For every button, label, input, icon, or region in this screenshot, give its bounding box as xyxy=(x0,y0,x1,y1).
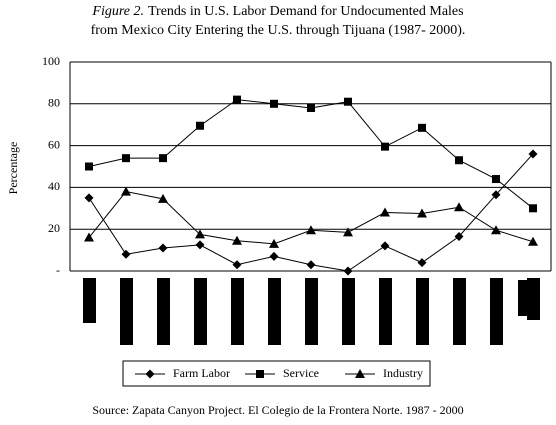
point xyxy=(343,227,353,237)
point xyxy=(528,236,538,246)
point xyxy=(232,235,242,245)
x-label-block xyxy=(120,278,133,345)
series-line xyxy=(88,153,534,272)
y-tick-label: 20 xyxy=(48,221,60,235)
point xyxy=(418,123,426,132)
point xyxy=(122,154,130,163)
point xyxy=(158,193,168,203)
y-tick-label: 60 xyxy=(48,137,60,151)
legend-label: Service xyxy=(283,366,319,380)
title-line: Trends in U.S. Labor Demand for Undocume… xyxy=(148,4,464,19)
point xyxy=(528,149,538,159)
chart-title: from Mexico City Entering the U.S. throu… xyxy=(91,23,466,38)
x-label-block xyxy=(379,278,392,345)
y-axis-label: Percentage xyxy=(6,142,20,195)
x-label-block xyxy=(231,278,244,345)
series-line xyxy=(88,99,534,209)
x-label-block xyxy=(518,280,530,316)
y-tick-label: 100 xyxy=(42,54,60,68)
point xyxy=(344,97,352,106)
point xyxy=(307,103,315,112)
x-label-block xyxy=(527,278,540,320)
x-label-block xyxy=(342,278,355,345)
x-label-block xyxy=(157,278,170,345)
point xyxy=(417,258,427,268)
point xyxy=(454,202,464,212)
point xyxy=(84,193,94,203)
point xyxy=(85,162,93,171)
y-tick-label: 40 xyxy=(48,179,60,193)
point xyxy=(491,190,501,200)
point xyxy=(232,260,242,270)
title-label: Figure 2. xyxy=(91,4,144,19)
point xyxy=(158,243,168,253)
source: Source: Zapata Canyon Project. El Colegi… xyxy=(92,403,463,417)
x-label-block xyxy=(416,278,429,345)
point xyxy=(195,240,205,250)
legend-label: Farm Labor xyxy=(173,366,230,380)
point xyxy=(270,99,278,108)
point xyxy=(84,232,94,242)
y-tick-label: 80 xyxy=(48,96,60,110)
chart-title: Figure 2. Trends in U.S. Labor Demand for… xyxy=(91,4,463,19)
legend-box xyxy=(122,360,431,387)
point xyxy=(491,225,501,235)
y-tick-label: - xyxy=(56,263,60,277)
point xyxy=(417,208,427,218)
point xyxy=(380,241,390,251)
point xyxy=(455,156,463,165)
point xyxy=(529,204,537,213)
x-label-block xyxy=(490,278,503,345)
x-label-block xyxy=(453,278,466,345)
point xyxy=(233,95,241,104)
point xyxy=(195,229,205,239)
point xyxy=(269,238,279,248)
point xyxy=(380,207,390,217)
point xyxy=(196,121,204,130)
point xyxy=(306,260,316,270)
point xyxy=(145,369,155,379)
point xyxy=(381,142,389,151)
point xyxy=(121,186,131,196)
series-line xyxy=(88,191,534,245)
x-label-block xyxy=(268,278,281,345)
point xyxy=(159,154,167,163)
legend-label: Industry xyxy=(383,366,423,380)
x-label-block xyxy=(83,278,96,323)
point xyxy=(454,232,464,242)
x-label-block xyxy=(305,278,318,345)
point xyxy=(121,249,131,259)
point xyxy=(256,370,264,378)
point xyxy=(492,175,500,184)
point xyxy=(306,225,316,235)
x-label-block xyxy=(194,278,207,345)
point xyxy=(355,369,365,378)
point xyxy=(269,251,279,261)
point xyxy=(343,266,353,276)
